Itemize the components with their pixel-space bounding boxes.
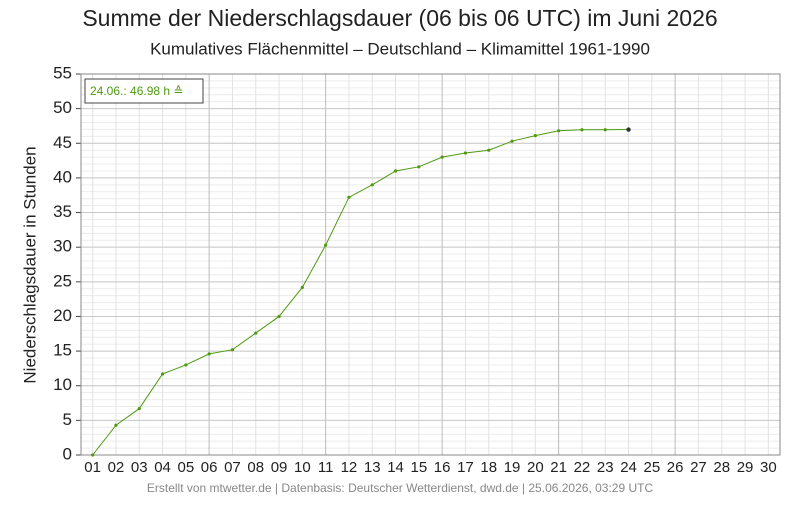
x-tick-label: 07 (224, 459, 241, 476)
x-tick-label: 13 (364, 459, 381, 476)
x-tick-label: 24 (620, 459, 637, 476)
data-point (510, 139, 514, 143)
chart-title: Summe der Niederschlagsdauer (06 bis 06 … (82, 5, 717, 31)
annotation-box (84, 78, 204, 104)
y-tick-label: 15 (53, 341, 72, 360)
x-tick-label: 09 (271, 459, 288, 476)
x-tick-label: 01 (84, 459, 101, 476)
x-tick-label: 08 (247, 459, 264, 476)
data-point (557, 129, 561, 133)
x-tick-label: 18 (480, 459, 497, 476)
y-tick-label: 30 (53, 237, 72, 256)
x-tick-label: 14 (387, 459, 404, 476)
data-point (324, 243, 328, 247)
x-tick-label: 04 (154, 459, 171, 476)
y-tick-label: 0 (63, 444, 72, 463)
y-tick-label: 35 (53, 202, 72, 221)
x-tick-label: 25 (644, 459, 661, 476)
x-tick-label: 10 (294, 459, 311, 476)
y-tick-label: 55 (53, 63, 72, 82)
data-point (207, 352, 211, 356)
data-point (370, 183, 374, 187)
chart-subtitle: Kumulatives Flächenmittel – Deutschland … (150, 39, 650, 58)
data-point (300, 285, 304, 289)
y-axis-label: Niederschlagsdauer in Stunden (20, 146, 39, 383)
x-tick-label: 15 (411, 459, 428, 476)
x-tick-label: 06 (201, 459, 218, 476)
data-point (463, 151, 468, 155)
x-tick-label: 23 (597, 459, 614, 476)
annotation: 24.06.: 46.98 h ≙ (90, 84, 183, 98)
data-point (137, 406, 141, 411)
y-tick-label: 10 (53, 375, 72, 394)
y-tick-label: 5 (63, 410, 72, 429)
x-tick-label: 19 (504, 459, 521, 476)
x-tick-label: 28 (713, 459, 730, 476)
plot-frame (80, 73, 781, 456)
x-tick-label: 17 (457, 459, 474, 476)
series-line (92, 129, 629, 456)
x-tick-label: 30 (760, 459, 777, 476)
x-tick-label: 26 (667, 459, 684, 476)
x-tick-label: 22 (574, 459, 591, 476)
x-tick-label: 29 (737, 459, 754, 476)
data-point (580, 128, 584, 132)
data-point (254, 331, 258, 335)
y-tick-label: 20 (53, 306, 72, 325)
data-point (230, 348, 235, 352)
data-point (114, 423, 118, 427)
x-tick-label: 21 (550, 459, 567, 476)
data-point (417, 165, 421, 169)
data-point (487, 148, 491, 152)
x-tick-label: 02 (108, 459, 125, 476)
data-point (603, 128, 607, 132)
x-tick-label: 20 (527, 459, 544, 476)
data-point (347, 195, 351, 199)
data-point (184, 363, 188, 367)
data-point (626, 127, 631, 132)
data-point (160, 372, 165, 376)
x-tick-label: 27 (690, 459, 707, 476)
data-point (91, 453, 95, 457)
data-point (393, 169, 398, 173)
data-point (440, 155, 444, 159)
data-point (277, 314, 281, 319)
y-tick-label: 40 (53, 167, 72, 186)
x-tick-label: 05 (178, 459, 195, 476)
x-tick-label: 11 (318, 459, 334, 476)
x-tick-label: 16 (434, 459, 451, 476)
x-tick-label: 12 (341, 459, 358, 476)
data-point (533, 134, 537, 138)
y-tick-label: 45 (53, 133, 72, 152)
footer: Erstellt von mtwetter.de | Datenbasis: D… (147, 481, 654, 495)
y-tick-label: 50 (53, 98, 72, 117)
x-tick-label: 03 (131, 459, 148, 476)
y-tick-label: 25 (53, 271, 72, 290)
